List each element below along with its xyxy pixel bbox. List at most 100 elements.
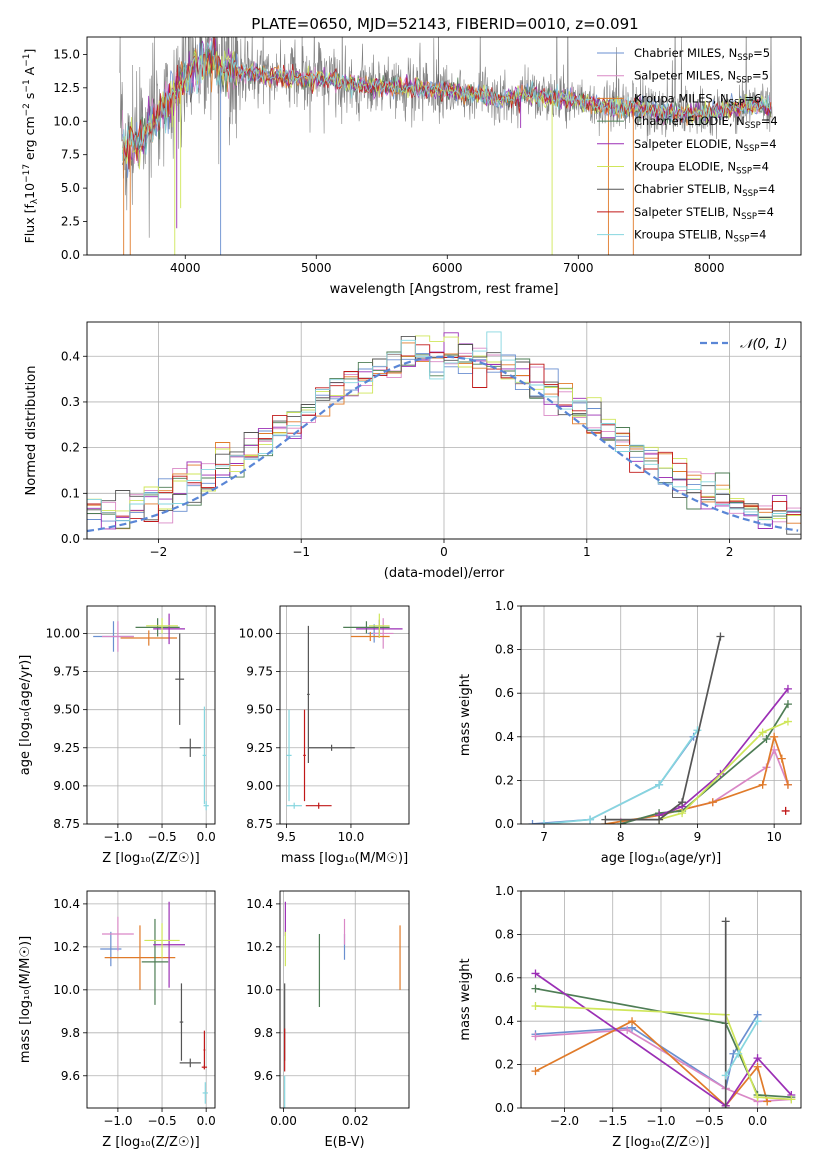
weight-marker <box>628 1017 637 1026</box>
x-tick-label: −0.5 <box>147 1114 176 1128</box>
y-tick-label: 0.4 <box>61 349 80 363</box>
y-tick-label: 0.0 <box>495 1101 514 1115</box>
figure-title: PLATE=0650, MJD=52143, FIBERID=0010, z=0… <box>251 15 638 33</box>
y-tick-label: 9.00 <box>246 779 273 793</box>
panel-mass_vs_Z: −1.0 −0.5 0.0 9.6 9.8 10.0 10.2 10.4 Z [log₁₀(Z/… <box>18 890 216 1150</box>
weight-marker <box>623 1025 632 1034</box>
weight-marker <box>531 969 540 978</box>
legend-entry-main: Salpeter ELODIE, N <box>634 137 744 151</box>
x-tick-label: 8000 <box>694 261 725 275</box>
data-point-5 <box>146 618 178 634</box>
y-axis-label: mass weight <box>458 958 473 1040</box>
y-tick-label: 0.4 <box>495 730 514 744</box>
legend-entry-4: Salpeter ELODIE, NSSP=4 <box>634 137 777 154</box>
weight-line-5 <box>535 1005 792 1101</box>
weight-line-1 <box>543 729 699 824</box>
x-axis-label: Z [log₁₀(Z/Z☉)] <box>102 1135 199 1150</box>
legend-entry-8: Kroupa STELIB, NSSP=4 <box>634 228 766 245</box>
y-tick-label: 2.5 <box>61 215 80 229</box>
panel-residuals: −2 −1 0 1 2 0.0 0.1 0.2 0.3 0.4 (data-model)/error… <box>24 321 802 581</box>
weight-marker <box>716 632 725 641</box>
legend-entry-2: Kroupa MILES, NSSP=6 <box>634 91 761 108</box>
y-tick-label: 9.75 <box>53 665 80 679</box>
x-tick-label: 6000 <box>432 261 463 275</box>
legend-entry-tail: =4 <box>761 114 778 128</box>
y-tick-label: 0.2 <box>495 773 514 787</box>
weight-marker <box>762 734 771 743</box>
weight-marker <box>531 1032 540 1041</box>
x-tick-label: 0.0 <box>197 830 216 844</box>
plot-area <box>284 901 401 1108</box>
legend-entry-main: Chabrier MILES, N <box>634 46 737 60</box>
legend-entry-7: Salpeter STELIB, NSSP=4 <box>634 205 774 222</box>
legend-entry-main: Kroupa MILES, N <box>634 91 729 105</box>
y-tick-label: 9.25 <box>246 741 273 755</box>
x-tick-label: −2 <box>150 545 168 559</box>
weight-marker <box>753 1017 762 1026</box>
y-axis-label: mass weight <box>458 674 473 756</box>
data-point-6 <box>175 633 185 725</box>
weight-marker <box>783 717 792 726</box>
data-point-10 <box>286 709 292 802</box>
data-point-5 <box>369 613 390 639</box>
axes-frame <box>520 605 802 825</box>
y-tick-label: 10.4 <box>53 897 80 911</box>
panel-mass_vs_ebv: 0.00 0.02 9.6 9.8 10.0 10.2 10.4 E(B-V) <box>246 890 410 1150</box>
x-tick-label: 0.0 <box>748 1114 767 1128</box>
legend-entry-sub: SSP <box>734 235 750 245</box>
x-tick-label: 0.00 <box>270 1114 297 1128</box>
axes-frame <box>279 890 410 1109</box>
x-tick-label: 4000 <box>170 261 201 275</box>
panel-age_vs_mass: 9.5 10.0 8.75 9.00 9.25 9.50 9.75 10.00 mass [lo… <box>239 605 410 866</box>
plot-area <box>528 632 792 824</box>
legend-entry-3: Chabrier ELODIE, NSSP=4 <box>634 114 778 131</box>
y-tick-label: 0.8 <box>495 927 514 941</box>
panel-age_vs_Z: −1.0 −0.5 0.0 8.75 9.00 9.25 9.50 9.75 10.00 Z [l… <box>18 605 216 866</box>
legend-entry-sub: SSP <box>745 121 761 131</box>
weight-marker <box>601 815 610 824</box>
legend-entry-normal: 𝒩(0, 1) <box>740 337 787 352</box>
x-axis-label: E(B-V) <box>324 1135 364 1150</box>
plot-area <box>93 613 209 811</box>
x-tick-label: 10 <box>767 830 782 844</box>
legend-entry-main: Salpeter MILES, N <box>634 69 736 83</box>
y-tick-label: 0.0 <box>61 248 80 262</box>
x-tick-label: 5000 <box>301 261 332 275</box>
y-tick-label: 9.8 <box>254 1026 273 1040</box>
data-point-2 <box>104 925 176 990</box>
legend-entry-sub: SSP <box>736 76 752 86</box>
axes-frame <box>86 36 802 256</box>
y-tick-label: 9.50 <box>53 703 80 717</box>
weight-marker <box>678 809 687 818</box>
y-tick-label: 9.6 <box>61 1069 80 1083</box>
y-tick-label: 1.0 <box>495 884 514 898</box>
x-tick-label: 9 <box>694 830 702 844</box>
y-tick-label: 0.1 <box>61 486 80 500</box>
data-point-6 <box>307 625 310 764</box>
x-axis-label: (data-model)/error <box>384 566 505 581</box>
data-point-3 <box>141 918 169 1005</box>
legend-entry-1: Salpeter MILES, NSSP=5 <box>634 69 769 86</box>
weight-marker <box>655 815 664 824</box>
residual-histogram-5 <box>87 335 801 520</box>
legend-entry-tail: =4 <box>760 137 777 151</box>
weight-marker <box>734 1049 743 1058</box>
weight-line-6 <box>658 720 789 821</box>
x-tick-label: 2 <box>726 545 734 559</box>
y-tick-label: 0.2 <box>495 1058 514 1072</box>
data-point-3 <box>135 618 180 637</box>
x-tick-label: 10.0 <box>338 830 365 844</box>
y-axis-label: mass [log₁₀(M/M☉)] <box>18 936 33 1063</box>
weight-marker <box>708 798 717 807</box>
legend-entry-main: Salpeter STELIB, N <box>634 205 741 219</box>
y-axis-label: Flux [fλ10−17 erg cm−2 s−1 A−1] <box>22 49 40 244</box>
legend-entry-0: Chabrier MILES, NSSP=5 <box>634 46 770 63</box>
weight-marker <box>678 798 687 807</box>
x-tick-label: 0 <box>440 545 448 559</box>
data-point-1 <box>372 618 394 649</box>
weight-marker <box>763 1097 772 1106</box>
x-axis-label: mass [log₁₀(M/M☉)] <box>281 851 408 866</box>
y-axis-label: Normed distribution <box>24 366 39 496</box>
y-tick-label: 0.0 <box>61 532 80 546</box>
